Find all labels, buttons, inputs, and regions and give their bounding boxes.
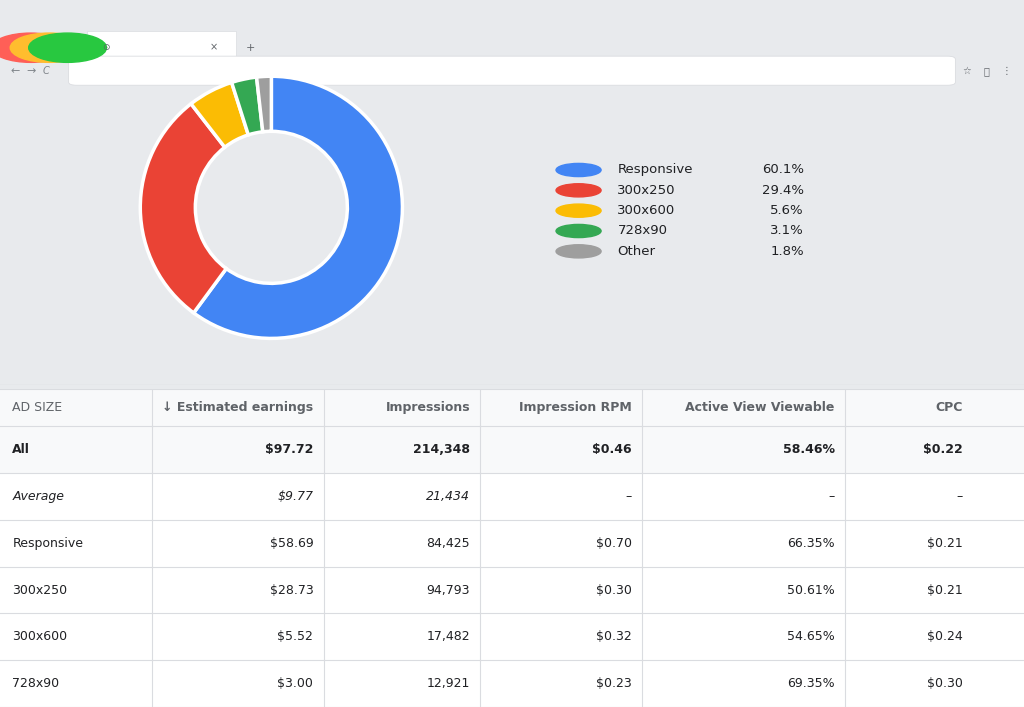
Bar xyxy=(0,660,1024,707)
Text: 👤: 👤 xyxy=(983,66,989,76)
Text: 60.1%: 60.1% xyxy=(762,163,804,177)
Text: Responsive: Responsive xyxy=(617,163,693,177)
Text: $0.21: $0.21 xyxy=(927,537,963,550)
Text: Responsive: Responsive xyxy=(12,537,83,550)
Text: ⊙: ⊙ xyxy=(102,43,110,52)
Text: $0.46: $0.46 xyxy=(592,443,632,456)
Circle shape xyxy=(0,33,70,62)
Text: 1.8%: 1.8% xyxy=(770,245,804,258)
Text: 54.65%: 54.65% xyxy=(786,631,835,643)
Text: AD SIZE: AD SIZE xyxy=(12,401,62,414)
Text: $97.72: $97.72 xyxy=(265,443,313,456)
Circle shape xyxy=(556,245,601,258)
Text: $0.70: $0.70 xyxy=(596,537,632,550)
Text: 84,425: 84,425 xyxy=(426,537,470,550)
Bar xyxy=(0,567,1024,614)
Text: $0.21: $0.21 xyxy=(927,583,963,597)
Wedge shape xyxy=(257,76,271,132)
Text: ☆: ☆ xyxy=(963,66,972,76)
Circle shape xyxy=(556,184,601,197)
Text: C: C xyxy=(43,66,50,76)
Text: $5.52: $5.52 xyxy=(278,631,313,643)
Text: Impressions: Impressions xyxy=(385,401,470,414)
Text: 94,793: 94,793 xyxy=(427,583,470,597)
Text: 300x600: 300x600 xyxy=(617,204,676,217)
Text: 300x600: 300x600 xyxy=(12,631,68,643)
Text: –: – xyxy=(956,490,963,503)
Text: Active View Viewable: Active View Viewable xyxy=(685,401,835,414)
FancyBboxPatch shape xyxy=(87,31,236,57)
Text: $9.77: $9.77 xyxy=(278,490,313,503)
Text: 58.46%: 58.46% xyxy=(782,443,835,456)
Text: ←: ← xyxy=(10,66,19,76)
Wedge shape xyxy=(140,104,226,313)
Text: $0.22: $0.22 xyxy=(923,443,963,456)
Circle shape xyxy=(29,33,106,62)
Text: Other: Other xyxy=(617,245,655,258)
Text: Impression RPM: Impression RPM xyxy=(519,401,632,414)
Bar xyxy=(0,520,1024,567)
Text: $0.30: $0.30 xyxy=(927,677,963,690)
Text: $0.23: $0.23 xyxy=(596,677,632,690)
Text: 17,482: 17,482 xyxy=(426,631,470,643)
Text: $28.73: $28.73 xyxy=(269,583,313,597)
Text: 728x90: 728x90 xyxy=(12,677,59,690)
Wedge shape xyxy=(191,83,249,147)
Text: –: – xyxy=(828,490,835,503)
Text: 300x250: 300x250 xyxy=(617,184,676,197)
Bar xyxy=(0,426,1024,473)
Text: +: + xyxy=(246,42,255,53)
Text: 728x90: 728x90 xyxy=(617,225,668,238)
Text: 300x250: 300x250 xyxy=(12,583,68,597)
Text: 21,434: 21,434 xyxy=(426,490,470,503)
Wedge shape xyxy=(194,76,402,339)
Text: ↓ Estimated earnings: ↓ Estimated earnings xyxy=(162,401,313,414)
Text: Average: Average xyxy=(12,490,65,503)
Bar xyxy=(0,473,1024,520)
FancyBboxPatch shape xyxy=(69,56,955,86)
Text: →: → xyxy=(27,66,36,76)
Text: 5.6%: 5.6% xyxy=(770,204,804,217)
Bar xyxy=(0,614,1024,660)
Text: ⋮: ⋮ xyxy=(1001,66,1012,76)
Text: ×: × xyxy=(210,42,218,53)
Wedge shape xyxy=(231,77,263,135)
Text: 50.61%: 50.61% xyxy=(786,583,835,597)
Circle shape xyxy=(10,33,88,62)
Text: $0.24: $0.24 xyxy=(927,631,963,643)
Text: 214,348: 214,348 xyxy=(413,443,470,456)
Text: 69.35%: 69.35% xyxy=(786,677,835,690)
Text: 12,921: 12,921 xyxy=(427,677,470,690)
Text: All: All xyxy=(12,443,30,456)
Text: CPC: CPC xyxy=(935,401,963,414)
Bar xyxy=(0,389,1024,426)
Text: $3.00: $3.00 xyxy=(278,677,313,690)
Circle shape xyxy=(556,204,601,217)
Text: –: – xyxy=(626,490,632,503)
Text: $0.30: $0.30 xyxy=(596,583,632,597)
Text: 66.35%: 66.35% xyxy=(786,537,835,550)
Text: $0.32: $0.32 xyxy=(596,631,632,643)
Circle shape xyxy=(556,224,601,238)
Text: 3.1%: 3.1% xyxy=(770,225,804,238)
Text: $58.69: $58.69 xyxy=(269,537,313,550)
Circle shape xyxy=(556,163,601,177)
Text: 29.4%: 29.4% xyxy=(762,184,804,197)
